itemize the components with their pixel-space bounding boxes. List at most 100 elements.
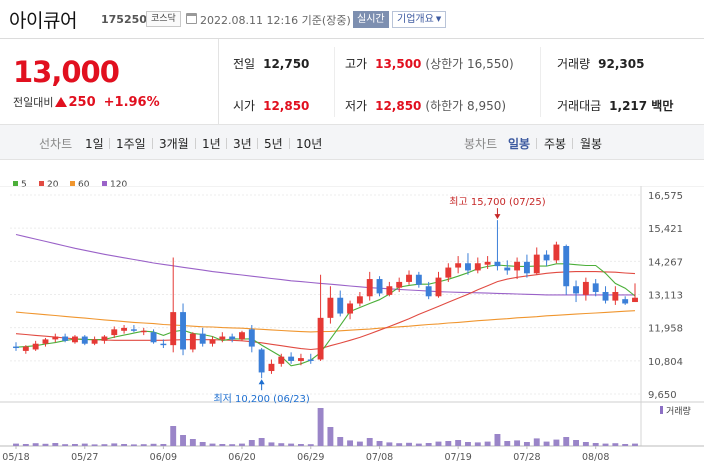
candle-body — [327, 297, 334, 318]
volume-bar — [62, 444, 69, 446]
x-tick-label: 07/08 — [366, 452, 393, 463]
period-1w[interactable]: 1주일 — [116, 137, 146, 151]
y-tick-label: 11,958 — [648, 324, 683, 335]
period-10y[interactable]: 10년 — [296, 137, 323, 151]
volume-bar — [406, 442, 412, 446]
period-5y[interactable]: 5년 — [264, 137, 283, 151]
period-3y[interactable]: 3년 — [233, 137, 252, 151]
candle-body — [268, 363, 275, 372]
candle-body — [602, 291, 609, 301]
candle-body — [307, 359, 314, 361]
divider — [257, 138, 258, 149]
volume-bar — [189, 439, 196, 446]
candle-body — [209, 339, 216, 344]
volume-bar — [13, 443, 19, 446]
candle-body — [130, 329, 137, 331]
x-tick-label: 06/29 — [297, 452, 324, 463]
high-value: 13,500 — [375, 57, 422, 71]
upper-limit: (상한가 16,550) — [425, 57, 514, 71]
candle-body — [366, 279, 373, 297]
legend-swatch — [13, 181, 18, 186]
divider — [226, 138, 227, 149]
volume-bar — [514, 440, 521, 446]
candle-body — [474, 263, 481, 271]
column-divider — [540, 47, 541, 117]
company-overview-dropdown[interactable]: 기업개요 ▼ — [392, 11, 447, 28]
volume-bar — [376, 441, 383, 446]
candle-body — [347, 303, 354, 314]
volume-bar — [101, 444, 108, 446]
candle-body — [376, 279, 383, 294]
low-price: 저가 12,850 (하한가 8,950) — [345, 97, 506, 114]
volume-bar — [327, 427, 334, 446]
realtime-button[interactable]: 실시간 — [353, 11, 389, 28]
volume-bar — [22, 444, 29, 446]
volume-bar — [474, 442, 481, 446]
volume-bar — [435, 441, 442, 446]
legend-swatch — [39, 181, 44, 186]
legend-ma5: 5 — [13, 180, 27, 190]
volume-bar — [494, 434, 501, 446]
volume-bar — [347, 440, 354, 446]
column-divider — [334, 47, 335, 117]
volume-bar — [268, 442, 275, 446]
volume-label: 거래량 — [557, 57, 591, 71]
volume-bar — [553, 439, 560, 446]
company-overview-label: 기업개요 — [397, 14, 434, 25]
volume-bar — [504, 441, 511, 446]
volume-bar — [297, 444, 304, 446]
volume-bar — [42, 443, 49, 446]
stock-name: 아이큐어 — [9, 10, 77, 32]
change-row: 전일대비 250 +1.96% — [13, 94, 160, 110]
x-tick-label: 06/20 — [228, 452, 255, 463]
candle-body — [111, 329, 118, 336]
candle-body — [13, 346, 19, 349]
candle-chart-label: 봉차트 — [464, 137, 498, 151]
volume-bar — [366, 438, 373, 446]
x-tick-label: 07/28 — [513, 452, 540, 463]
candle-body — [91, 339, 98, 344]
y-tick-label: 9,650 — [648, 390, 677, 401]
volume-bar — [445, 441, 452, 446]
period-selector: 선차트 1일 1주일 3개월 1년 3년 5년 10년 봉차트 일봉 주봉 월봉 — [0, 124, 704, 160]
current-price: 13,000 — [13, 55, 120, 89]
period-3m[interactable]: 3개월 — [159, 137, 189, 151]
volume-bar — [465, 442, 471, 446]
volume-bar — [52, 443, 59, 446]
candle-body — [150, 332, 157, 343]
volume-bar — [199, 442, 206, 446]
low-annotation-label: 최저 10,200 (06/23) — [213, 393, 309, 405]
candle-monthly[interactable]: 월봉 — [580, 137, 603, 151]
candle-body — [592, 283, 599, 292]
price-block: 13,000 전일대비 250 +1.96% — [0, 39, 219, 125]
candlestick-chart[interactable]: 16,575 15,421 14,267 13,113 11,958 10,804 9,65… — [0, 186, 704, 474]
candle-weekly[interactable]: 주봉 — [544, 137, 567, 151]
candle-daily[interactable]: 일봉 — [508, 137, 531, 151]
change-value: 250 — [68, 95, 96, 110]
volume-bar — [307, 444, 314, 446]
ma120-line — [15, 233, 635, 296]
candle-body — [81, 336, 88, 344]
candle-body — [337, 297, 344, 314]
legend-swatch — [70, 181, 75, 186]
legend-ma20: 20 — [39, 180, 58, 190]
candle-body — [52, 336, 59, 340]
candle-body — [22, 346, 29, 351]
amount-label: 거래대금 — [557, 99, 602, 113]
candle-body — [180, 312, 186, 350]
open-label: 시가 — [233, 99, 256, 113]
candle-body — [415, 274, 422, 285]
period-1y[interactable]: 1년 — [202, 137, 221, 151]
volume-bar — [140, 444, 147, 446]
candle-body — [465, 263, 471, 271]
ma20-line — [15, 271, 636, 351]
volume-bar — [622, 444, 629, 446]
volume-bar — [396, 443, 403, 446]
candle-body — [160, 343, 167, 346]
candle-body — [42, 339, 49, 344]
candle-body — [494, 261, 501, 267]
divider — [289, 138, 290, 149]
candle-body — [386, 286, 393, 295]
period-1d[interactable]: 1일 — [85, 137, 104, 151]
candle-body — [62, 336, 69, 341]
